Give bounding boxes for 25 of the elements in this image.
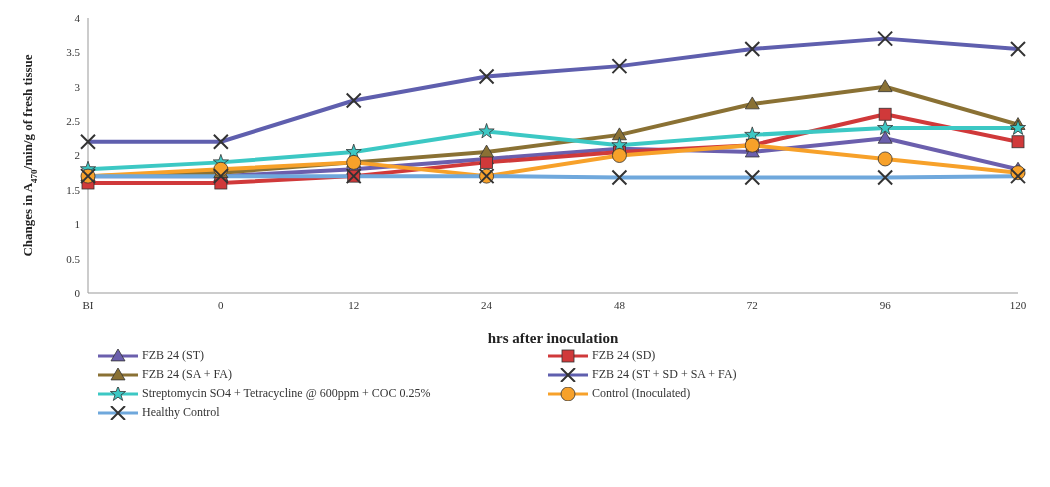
y-tick-label: 3 (74, 80, 81, 93)
x-tick-label: 24 (481, 298, 493, 311)
x-tick-label: 48 (613, 298, 626, 311)
x-tick-label: 72 (746, 298, 758, 311)
y-tick-label: 1 (74, 218, 80, 231)
y-tick-label: 0.5 (66, 252, 81, 265)
x-tick-label: 120 (1009, 298, 1027, 311)
y-tick-label: 3.5 (66, 46, 81, 59)
y-tick-label: 2 (74, 149, 80, 162)
y-tick-label: 4 (74, 11, 81, 24)
x-tick-label: 0 (218, 298, 225, 311)
legend-label: FZB 24 (ST + SD + SA + FA) (592, 367, 737, 382)
legend-label: FZB 24 (SA + FA) (142, 367, 232, 382)
legend-label: Control (Inoculated) (592, 386, 691, 401)
legend-label: FZB 24 (SD) (592, 348, 656, 363)
y-tick-label: 2.5 (66, 115, 81, 128)
x-axis-title: hrs after inoculation (487, 330, 619, 346)
legend-label: FZB 24 (ST) (142, 348, 205, 363)
legend-label: Healthy Control (142, 405, 220, 420)
x-tick-label: 96 (879, 298, 892, 311)
y-tick-label: 1.5 (66, 183, 81, 196)
x-tick-label: BI (82, 298, 94, 311)
x-tick-label: 12 (348, 298, 360, 311)
legend-label: Streptomycin SO4 + Tetracycline @ 600ppm + COC 0.25% (142, 386, 431, 401)
y-tick-label: 0 (74, 286, 81, 299)
